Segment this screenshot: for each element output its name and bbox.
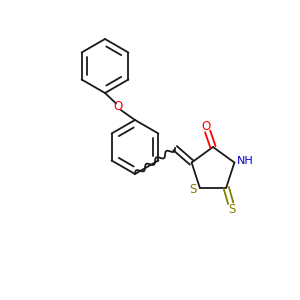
Text: O: O [114, 100, 123, 113]
Text: S: S [190, 183, 197, 196]
Text: NH: NH [236, 156, 253, 166]
Text: O: O [202, 119, 211, 133]
Text: S: S [229, 203, 236, 216]
